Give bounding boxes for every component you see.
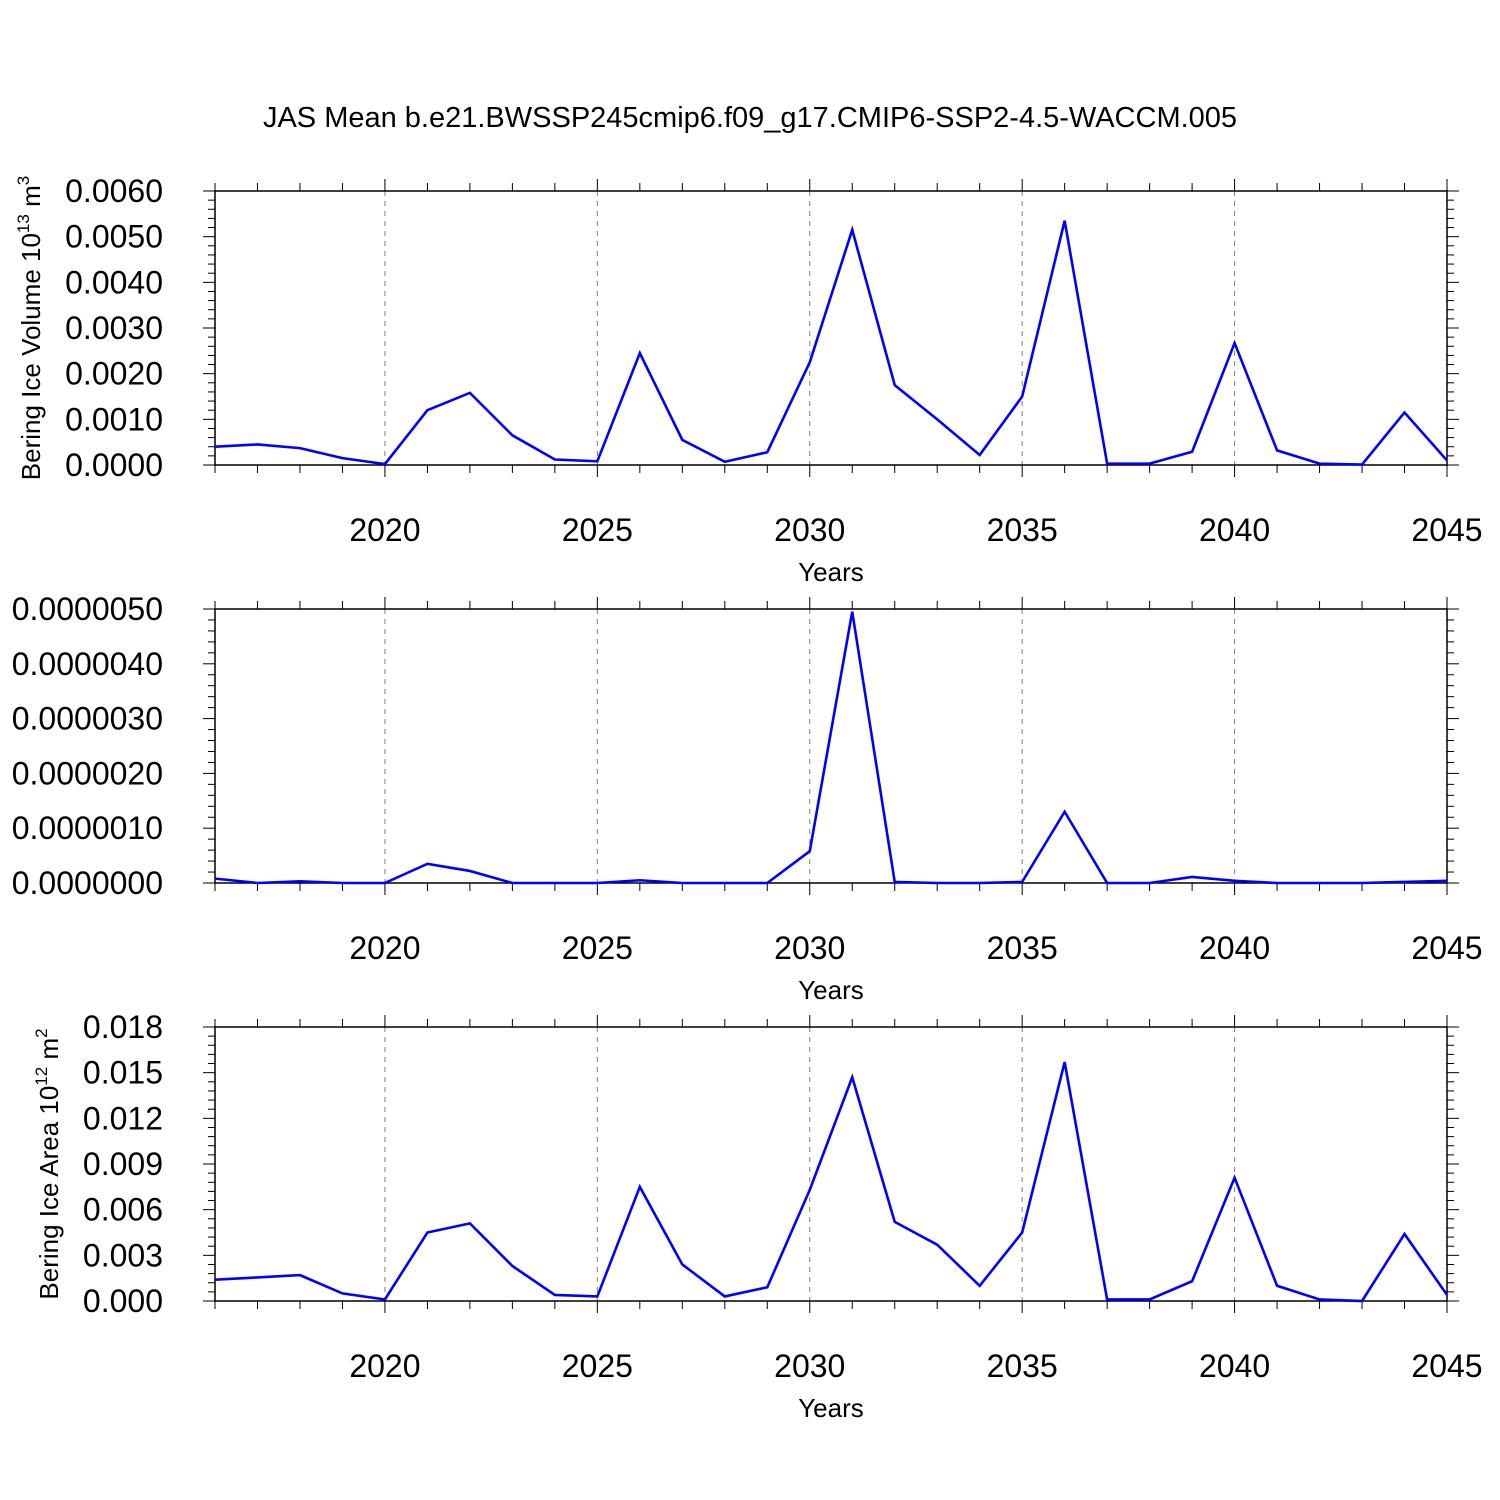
y-tick-label: 0.0000050 (12, 591, 163, 627)
y-axis-label-part: Bering Ice Volume 10 (16, 233, 46, 480)
y-tick-label: 0.0000040 (12, 646, 163, 682)
y-tick-label: 0.018 (83, 1009, 163, 1045)
chart-panel-3: 0.000 0.003 0.006 0.009 0.012 0.015 0.018 2020 2… (32, 1009, 1483, 1423)
chart-panel-1: 0.0000 0.0010 0.0020 0.0030 0.0040 0.0050 0.00… (14, 173, 1483, 587)
y-tick-label: 0.003 (83, 1237, 163, 1273)
x-tick-label: 2035 (987, 512, 1058, 548)
y-axis-label-part: 12 (32, 1067, 51, 1086)
x-tick-label: 2045 (1411, 930, 1482, 966)
y-tick-label: 0.0000 (65, 447, 163, 483)
x-tick-label: 2035 (987, 930, 1058, 966)
x-tick-label: 2035 (987, 1348, 1058, 1384)
y-tick-label: 0.000 (83, 1283, 163, 1319)
chart-title: JAS Mean b.e21.BWSSP245cmip6.f09_g17.CMI… (263, 102, 1237, 134)
x-tick-label: 2025 (562, 930, 633, 966)
y-axis-label-part: 13 (14, 214, 33, 233)
x-tick-label: 2020 (349, 930, 420, 966)
y-tick-label: 0.0060 (65, 173, 163, 209)
x-tick-label: 2025 (562, 1348, 633, 1384)
y-tick-label: 0.006 (83, 1192, 163, 1228)
x-tick-label: 2030 (774, 1348, 845, 1384)
plot-frame (214, 608, 1448, 884)
y-axis-label-part: m (34, 1038, 64, 1067)
y-tick-label: 0.0020 (65, 356, 163, 392)
y-axis-label-part: 2 (32, 1028, 51, 1037)
y-tick-label: 0.0010 (65, 401, 163, 437)
x-tick-label: 2030 (774, 930, 845, 966)
y-tick-label: 0.0030 (65, 310, 163, 346)
plot-frame (214, 1026, 1448, 1302)
y-tick-label: 0.012 (83, 1100, 163, 1136)
y-axis-label-part: m (16, 185, 46, 214)
x-tick-label: 2030 (774, 512, 845, 548)
y-tick-label: 0.0050 (65, 219, 163, 255)
series-line (214, 220, 1448, 466)
series-line (214, 1061, 1449, 1303)
y-tick-label: 0.0000020 (12, 755, 163, 791)
y-tick-label: 0.0000000 (12, 865, 163, 901)
y-tick-label: 0.015 (83, 1055, 163, 1091)
y-tick-label: 0.0040 (65, 264, 163, 300)
x-tick-label: 2045 (1411, 512, 1482, 548)
x-tick-label: 2020 (349, 1348, 420, 1384)
y-tick-label: 0.0000010 (12, 810, 163, 846)
series-line (214, 611, 1448, 885)
x-tick-label: 2040 (1199, 1348, 1270, 1384)
chart-panel-2: 0.0000000 0.0000010 0.0000020 0.0000030 0.00… (12, 591, 1483, 1005)
x-tick-label: 2040 (1199, 930, 1270, 966)
y-tick-label: 0.009 (83, 1146, 163, 1182)
x-tick-label: 2020 (349, 512, 420, 548)
y-axis-label-part: Bering Ice Area 10 (34, 1086, 64, 1300)
y-tick-label: 0.0000030 (12, 701, 163, 737)
x-axis-label: Years (798, 975, 864, 1005)
y-axis-label: Bering Ice Area 1012 m2 (32, 1028, 64, 1299)
x-tick-label: 2045 (1411, 1348, 1482, 1384)
y-axis-label: Bering Ice Volume 1013 m3 (14, 176, 46, 480)
x-tick-label: 2025 (562, 512, 633, 548)
x-axis-label: Years (798, 557, 864, 587)
plot-frame (214, 190, 1448, 466)
x-axis-label: Years (798, 1393, 864, 1423)
x-tick-label: 2040 (1199, 512, 1270, 548)
y-axis-label-part: 3 (14, 176, 33, 185)
